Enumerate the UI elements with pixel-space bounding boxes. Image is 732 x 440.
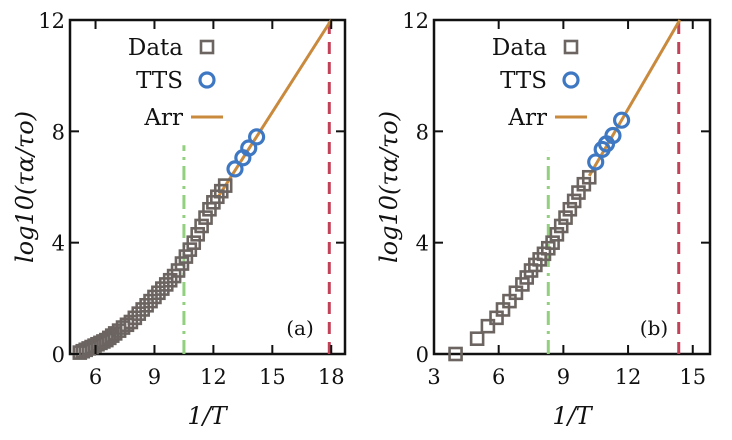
x-tick-label: 9 — [148, 365, 161, 389]
x-tick-label: 12 — [615, 365, 642, 389]
x-tick-label: 3 — [427, 365, 440, 389]
legend-data-marker — [199, 39, 215, 55]
data-point — [131, 306, 147, 321]
y-axis-label: log10(τα/τo) — [375, 111, 403, 263]
arr-fit-line — [216, 19, 333, 199]
y-axis-label: log10(τα/τo) — [11, 111, 39, 263]
tts-point — [604, 126, 622, 145]
data-point — [139, 297, 154, 313]
data-point — [143, 293, 158, 309]
x-tick-label: 18 — [318, 365, 345, 389]
x-tick-label: 6 — [492, 365, 505, 389]
plot-frame — [68, 18, 347, 356]
legend-data-label: Data — [128, 35, 183, 61]
legend-arr-label: Arr — [507, 105, 547, 131]
arr-fit-line — [587, 19, 682, 177]
legend-tts-label: TTS — [136, 68, 183, 94]
data-point — [217, 178, 233, 193]
tts-point — [248, 128, 266, 146]
y-tick-label: 0 — [52, 343, 65, 367]
legend-data-marker — [563, 39, 579, 55]
x-tick-label: 6 — [89, 365, 102, 389]
data-point — [480, 318, 496, 334]
data-point — [566, 193, 582, 209]
y-tick-label: 12 — [402, 9, 429, 33]
y-tick-label: 8 — [52, 120, 65, 144]
legend: Data TTS Arr — [128, 35, 223, 131]
data-point — [155, 281, 170, 296]
data-point — [186, 235, 202, 250]
data-point — [147, 289, 162, 305]
legend-data-label: Data — [492, 35, 547, 61]
data-point — [469, 331, 485, 346]
x-tick-label: 15 — [679, 365, 706, 389]
panel-label: (b) — [640, 316, 668, 340]
data-point — [198, 210, 213, 225]
data-point — [158, 277, 174, 292]
y-tick-label: 0 — [416, 343, 429, 367]
y-tick-label: 12 — [38, 9, 65, 33]
data-point — [135, 302, 150, 317]
plot-frame — [432, 18, 712, 356]
data-point — [194, 218, 209, 234]
x-axis-label: 1/T — [187, 402, 228, 430]
data-point — [123, 314, 139, 330]
x-tick-label: 9 — [557, 365, 570, 389]
y-tick-label: 4 — [416, 232, 429, 256]
legend-tts-marker — [198, 71, 216, 89]
panel-b: 3 6 9 12 15 0 4 8 12 1/T log10(τα/τo) (b) Data TT… — [375, 9, 712, 430]
tts-point — [226, 160, 244, 178]
data-point — [545, 235, 560, 250]
y-tick-label: 8 — [416, 120, 429, 144]
data-point — [448, 346, 463, 362]
panel-a: 6 9 12 15 18 0 4 8 12 1/T log10(τα/τo) (a) Data T… — [11, 9, 347, 430]
legend: Data TTS Arr — [492, 35, 587, 131]
data-point — [581, 169, 597, 185]
data-point — [190, 227, 205, 242]
data-point — [562, 201, 578, 217]
legend-tts-label: TTS — [500, 68, 547, 94]
data-point — [553, 218, 569, 234]
x-tick-label: 12 — [200, 365, 227, 389]
x-tick-label: 15 — [259, 365, 286, 389]
data-point — [127, 310, 143, 326]
panel-label: (a) — [286, 316, 314, 340]
y-tick-label: 4 — [52, 232, 65, 256]
legend-tts-marker — [562, 71, 580, 89]
legend-arr-label: Arr — [143, 105, 183, 131]
tts-point — [612, 111, 631, 129]
tts-point — [240, 139, 258, 157]
data-point — [558, 210, 573, 225]
data-point — [151, 285, 166, 301]
data-point — [549, 227, 565, 242]
data-point — [162, 272, 178, 288]
x-axis-label: 1/T — [552, 402, 593, 430]
